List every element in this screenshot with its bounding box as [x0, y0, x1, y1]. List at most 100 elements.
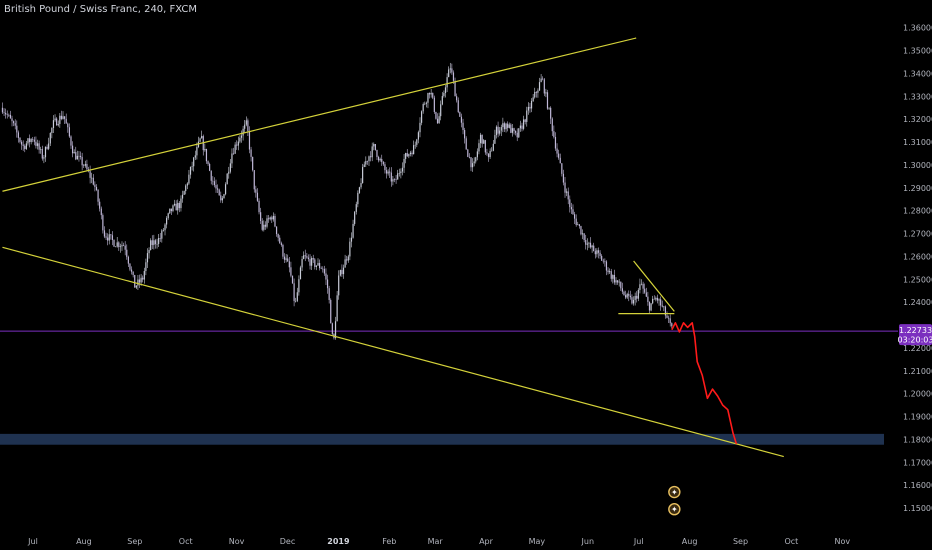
candle-body	[355, 204, 357, 212]
y-tick-label: 1.31000	[903, 138, 932, 147]
candle-body	[11, 118, 13, 122]
candle-body	[245, 120, 247, 125]
candle-body	[605, 261, 608, 271]
candle-body	[470, 157, 472, 168]
candle-body	[475, 157, 477, 162]
candle-body	[110, 234, 112, 236]
candle-body	[339, 270, 341, 276]
candle-body	[326, 279, 329, 289]
candle-body	[522, 119, 525, 129]
candle-body	[315, 265, 318, 267]
x-tick-label: Oct	[179, 537, 193, 546]
candle-body	[331, 323, 333, 335]
candle-body	[497, 126, 499, 134]
candle-body	[491, 150, 493, 152]
candle-body	[596, 250, 598, 255]
candle-body	[518, 128, 520, 138]
y-tick-label: 1.28000	[903, 207, 932, 216]
candle-body	[460, 116, 463, 123]
candle-body	[57, 123, 59, 126]
candle-body	[253, 170, 255, 190]
candle-body	[3, 112, 5, 113]
candle-body	[451, 68, 453, 73]
candle-body	[44, 146, 47, 158]
candle-body	[408, 154, 410, 157]
channel-lower	[2, 246, 784, 458]
candle-body	[467, 149, 469, 157]
candle-body	[260, 212, 262, 222]
candle-body	[575, 218, 577, 225]
candle-body	[427, 92, 429, 103]
candle-body	[486, 152, 488, 154]
candle-body	[344, 259, 346, 268]
x-tick-label: Sep	[127, 537, 142, 546]
candle-body	[78, 155, 80, 157]
candle-body	[500, 127, 502, 131]
candle-body	[301, 258, 303, 268]
candle-body	[244, 124, 246, 129]
candle-body	[188, 174, 190, 184]
candle-body	[122, 245, 125, 246]
candle-body	[146, 253, 149, 263]
candle-body	[199, 138, 201, 142]
candle-body	[269, 217, 271, 220]
candle-body	[352, 223, 354, 238]
y-tick-label: 1.27000	[903, 230, 932, 239]
candle-body	[561, 163, 563, 174]
candle-body	[183, 191, 185, 195]
candle-body	[291, 275, 294, 284]
candle-body	[170, 208, 172, 212]
candle-body	[83, 165, 85, 166]
candle-body	[19, 137, 21, 142]
candle-body	[620, 281, 622, 289]
candle-body	[148, 250, 150, 254]
candle-body	[513, 128, 515, 132]
candle-body	[8, 114, 10, 116]
candle-body	[283, 256, 286, 260]
candle-body	[384, 164, 386, 171]
flag-marker-1	[668, 485, 681, 499]
candle-body	[414, 144, 416, 146]
candle-body	[89, 171, 91, 178]
candle-body	[543, 79, 545, 94]
candle-body	[132, 271, 134, 275]
candle-body	[534, 91, 536, 98]
candle-body	[193, 157, 195, 167]
candle-body	[41, 149, 43, 159]
candle-body	[420, 111, 423, 123]
candle-body	[33, 139, 35, 142]
candle-body	[127, 256, 129, 264]
y-tick-label: 1.36000	[903, 24, 932, 33]
candle-body	[398, 173, 400, 174]
marker-layer: ✦✦	[668, 485, 681, 516]
candle-body	[532, 97, 534, 102]
candle-body	[325, 273, 327, 280]
candle-body	[92, 177, 94, 185]
candle-body	[70, 136, 72, 146]
candle-body	[52, 120, 55, 128]
candle-body	[242, 128, 244, 136]
candle-body	[153, 240, 155, 245]
candle-body	[314, 259, 316, 267]
candle-body	[9, 114, 12, 119]
candle-body	[43, 157, 45, 159]
candle-body	[538, 82, 541, 91]
candle-body	[602, 260, 604, 262]
candle-body	[137, 279, 139, 286]
candle-body	[290, 267, 292, 276]
candle-body	[296, 292, 298, 302]
candle-body	[158, 238, 160, 244]
candle-body	[642, 283, 644, 289]
candle-body	[311, 258, 313, 266]
candle-body	[322, 268, 324, 270]
candle-body	[392, 179, 394, 182]
candle-body	[623, 291, 625, 296]
candle-body	[526, 110, 528, 122]
candle-body	[177, 202, 179, 211]
support-zone	[0, 433, 884, 445]
candle-body	[287, 258, 289, 262]
candle-body	[660, 299, 662, 306]
candle-body	[226, 173, 228, 185]
candle-body	[228, 171, 230, 174]
